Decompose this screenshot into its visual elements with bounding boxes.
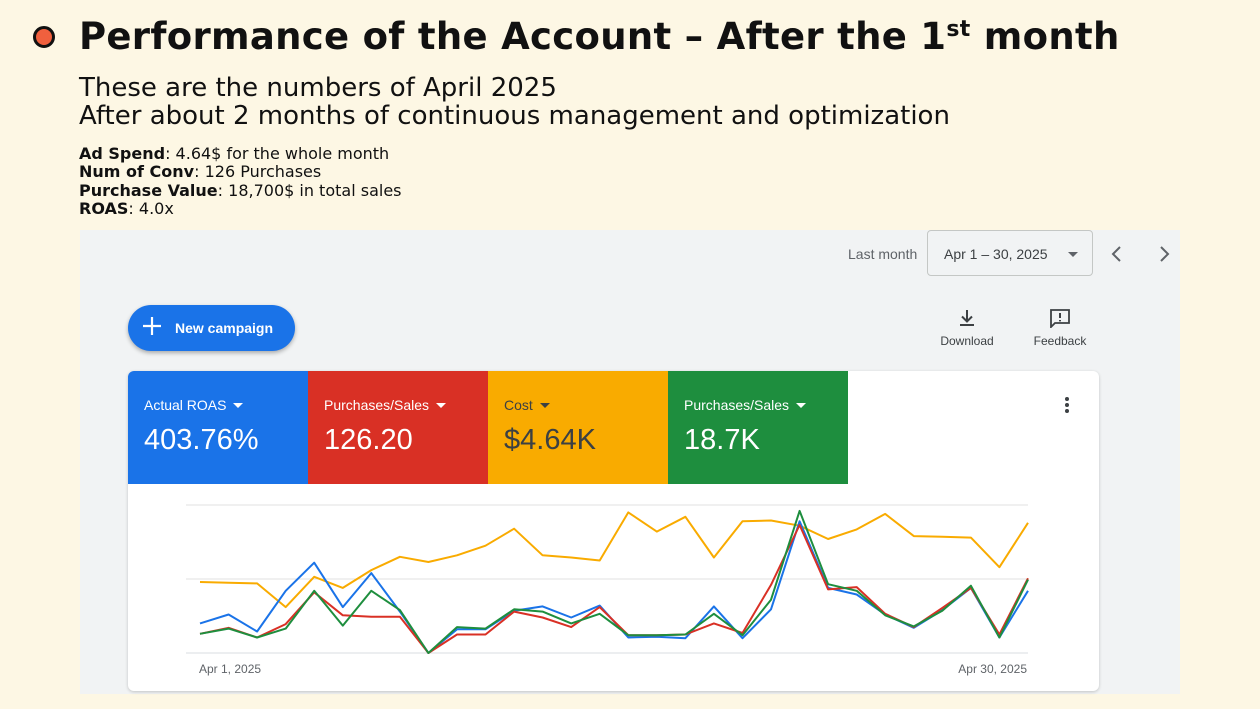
stat-label: Num of Conv — [79, 162, 195, 182]
metric-label-wrap: Actual ROAS — [144, 397, 244, 413]
caret-down-icon — [539, 402, 550, 408]
caret-down-icon — [796, 402, 807, 408]
metric-value: $4.64K — [504, 424, 596, 456]
download-button[interactable]: Download — [927, 308, 1007, 348]
metric-label: Cost — [504, 397, 533, 413]
title-bullet — [33, 26, 55, 48]
metric-label-wrap: Cost — [504, 397, 550, 413]
title-end: month — [970, 15, 1120, 58]
new-campaign-button[interactable]: New campaign — [128, 305, 295, 351]
title-superscript: st — [946, 17, 971, 42]
date-range-value: Apr 1 – 30, 2025 — [944, 246, 1048, 262]
chevron-left-icon[interactable] — [1105, 242, 1129, 266]
metric-label: Actual ROAS — [144, 397, 227, 413]
stat-label: Purchase Value — [79, 180, 218, 200]
feedback-icon — [1050, 309, 1070, 328]
subtitle-line-2: After about 2 months of continuous manag… — [79, 101, 950, 131]
stat-num-conv: Num of Conv: 126 Purchases — [79, 163, 402, 181]
stat-value: : 126 Purchases — [194, 162, 322, 182]
x-tick-label-end: Apr 30, 2025 — [958, 662, 1027, 676]
slide-title: Performance of the Account – After the 1… — [79, 15, 1120, 58]
caret-down-icon — [1068, 252, 1078, 257]
new-campaign-label: New campaign — [175, 320, 274, 336]
metric-label: Purchases/Sales — [684, 397, 790, 413]
metric-tile-cost[interactable]: Cost $4.64K — [488, 371, 668, 484]
feedback-label: Feedback — [1033, 334, 1087, 348]
metric-label-wrap: Purchases/Sales — [324, 397, 447, 413]
metric-tile-sales[interactable]: Purchases/Sales 18.7K — [668, 371, 848, 484]
metric-value: 126.20 — [324, 424, 413, 456]
caret-down-icon — [436, 402, 447, 408]
ads-overview-panel: Last month Apr 1 – 30, 2025 New campaign… — [80, 230, 1180, 694]
subtitle-line-1: These are the numbers of April 2025 — [79, 73, 557, 103]
stat-label: Ad Spend — [79, 144, 166, 163]
caret-down-icon — [233, 402, 244, 408]
more-vert-icon[interactable] — [1057, 397, 1077, 417]
x-tick-label-start: Apr 1, 2025 — [199, 662, 261, 676]
stat-value: : 4.0x — [128, 198, 174, 218]
title-main: Performance of the Account – After the 1 — [79, 15, 947, 58]
stat-ad-spend: Ad Spend: 4.64$ for the whole month — [79, 144, 402, 163]
plus-icon — [143, 313, 161, 343]
stats-list: Ad Spend: 4.64$ for the whole month Num … — [79, 144, 402, 218]
stat-value: : 18,700$ in total sales — [217, 180, 402, 200]
stat-label: ROAS — [79, 198, 129, 218]
series-line-0 — [199, 511, 1029, 609]
date-range-select[interactable]: Apr 1 – 30, 2025 — [927, 230, 1093, 276]
chevron-right-icon[interactable] — [1152, 242, 1176, 266]
series-line-1 — [199, 520, 1029, 654]
series-line-2 — [199, 524, 1029, 654]
download-icon — [960, 310, 974, 326]
download-label: Download — [940, 334, 994, 348]
feedback-button[interactable]: Feedback — [1020, 308, 1100, 348]
metric-label-wrap: Purchases/Sales — [684, 397, 807, 413]
performance-card: Actual ROAS 403.76% Purchases/Sales 126.… — [128, 371, 1099, 691]
metric-label: Purchases/Sales — [324, 397, 430, 413]
date-range-label: Last month — [848, 246, 918, 262]
performance-line-chart: Apr 1, 2025 Apr 30, 2025 — [186, 504, 1029, 676]
series-line-3 — [199, 509, 1029, 654]
metric-value: 403.76% — [144, 424, 259, 456]
stat-purchase-value: Purchase Value: 18,700$ in total sales — [79, 180, 402, 200]
metric-value: 18.7K — [684, 424, 760, 456]
metric-tile-purchases[interactable]: Purchases/Sales 126.20 — [308, 371, 488, 484]
metric-tile-roas[interactable]: Actual ROAS 403.76% — [128, 371, 308, 484]
stat-roas: ROAS: 4.0x — [79, 198, 402, 218]
stat-value: : 4.64$ for the whole month — [165, 144, 390, 163]
